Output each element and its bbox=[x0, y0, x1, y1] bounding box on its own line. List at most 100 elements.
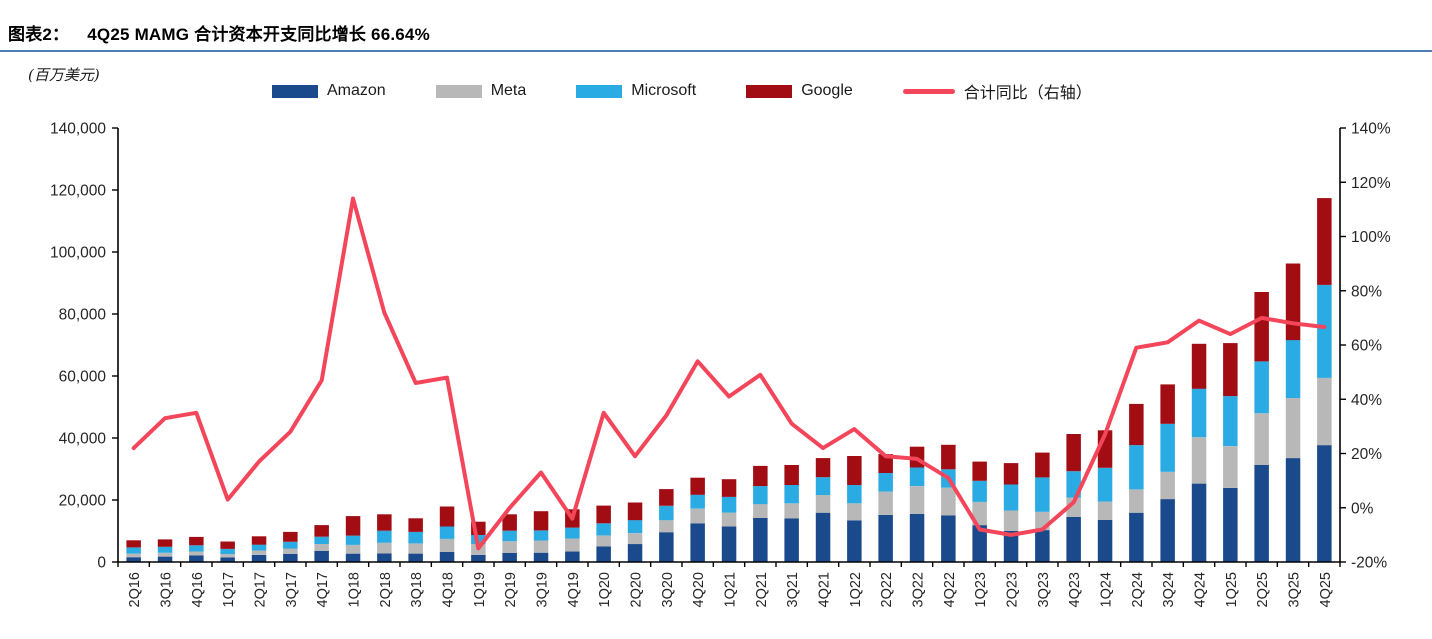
bar-segment-meta-1Q23 bbox=[972, 501, 987, 526]
right-axis-tick-label: 40% bbox=[1351, 392, 1382, 409]
bar-segment-amazon-3Q22 bbox=[909, 514, 925, 562]
x-axis-tick-label: 1Q19 bbox=[472, 572, 488, 607]
x-axis-tick-label: 4Q20 bbox=[691, 572, 707, 607]
bar-segment-microsoft-3Q16 bbox=[157, 546, 173, 553]
x-axis-tick-label: 1Q25 bbox=[1224, 572, 1240, 607]
bar-segment-google-1Q22 bbox=[847, 456, 862, 485]
bar-segment-meta-4Q24 bbox=[1191, 437, 1207, 484]
right-axis-tick-label: 120% bbox=[1351, 175, 1391, 192]
bar-segment-microsoft-2Q22 bbox=[878, 473, 893, 492]
bar-segment-google-3Q19 bbox=[533, 511, 549, 531]
legend-item-amazon: Amazon bbox=[272, 82, 386, 100]
bar-segment-meta-1Q22 bbox=[847, 503, 862, 521]
x-axis-tick-label: 3Q22 bbox=[911, 572, 927, 607]
bar-segment-microsoft-2Q24 bbox=[1129, 445, 1144, 490]
bar-segment-meta-3Q19 bbox=[533, 540, 549, 553]
left-axis-tick-label: 0 bbox=[97, 555, 106, 572]
bar-segment-microsoft-4Q21 bbox=[815, 477, 831, 495]
x-axis-tick-label: 1Q18 bbox=[347, 572, 363, 607]
right-axis-tick-label: -20% bbox=[1351, 555, 1387, 572]
bar-segment-amazon-2Q21 bbox=[753, 518, 768, 562]
bar-segment-google-4Q22 bbox=[941, 444, 956, 470]
bar-segment-meta-3Q22 bbox=[909, 486, 925, 514]
x-axis-tick-label: 1Q22 bbox=[848, 572, 864, 607]
bar-segment-meta-1Q21 bbox=[721, 512, 737, 527]
bar-segment-amazon-4Q23 bbox=[1066, 517, 1081, 562]
bar-segment-microsoft-2Q19 bbox=[502, 530, 517, 542]
bar-segment-amazon-1Q18 bbox=[345, 553, 361, 562]
x-axis-tick-label: 4Q21 bbox=[817, 572, 833, 607]
bar-segment-amazon-3Q16 bbox=[157, 556, 173, 562]
bar-segment-google-2Q21 bbox=[753, 465, 768, 487]
bar-segment-google-2Q22 bbox=[878, 454, 893, 473]
x-axis-tick-label: 2Q20 bbox=[629, 572, 645, 607]
x-axis-tick-label: 4Q17 bbox=[315, 572, 331, 607]
bar-segment-meta-3Q16 bbox=[157, 552, 173, 557]
x-axis-tick-label: 3Q17 bbox=[284, 572, 300, 607]
bar-segment-meta-3Q24 bbox=[1160, 471, 1175, 500]
bar-segment-microsoft-2Q18 bbox=[377, 530, 392, 543]
x-axis-tick-label: 3Q18 bbox=[409, 572, 425, 607]
bar-segment-amazon-2Q17 bbox=[251, 554, 267, 562]
bar-segment-meta-4Q22 bbox=[941, 487, 956, 516]
y-axis-unit-label: (百万美元) bbox=[28, 66, 100, 84]
meta-swatch-icon bbox=[435, 84, 482, 98]
bar-segment-amazon-1Q24 bbox=[1097, 519, 1113, 562]
bar-segment-meta-4Q21 bbox=[815, 495, 831, 513]
bar-segment-microsoft-4Q17 bbox=[314, 536, 329, 544]
bar-segment-microsoft-2Q25 bbox=[1254, 361, 1269, 414]
left-axis-tick-label: 60,000 bbox=[59, 369, 107, 386]
bar-segment-meta-2Q24 bbox=[1129, 489, 1144, 513]
bar-segment-meta-2Q17 bbox=[251, 550, 267, 555]
bar-segment-microsoft-1Q22 bbox=[847, 485, 862, 504]
x-axis-tick-label: 3Q16 bbox=[159, 572, 175, 607]
google-swatch-icon bbox=[746, 84, 793, 98]
bar-segment-amazon-2Q24 bbox=[1129, 512, 1144, 562]
bar-segment-amazon-4Q22 bbox=[941, 515, 956, 562]
x-axis-tick-label: 2Q17 bbox=[253, 572, 269, 607]
x-axis-tick-label: 2Q21 bbox=[754, 572, 770, 607]
bar-segment-microsoft-4Q18 bbox=[439, 526, 455, 539]
bar-segment-microsoft-3Q24 bbox=[1160, 423, 1175, 472]
bar-segment-google-3Q23 bbox=[1035, 452, 1050, 478]
bar-segment-amazon-3Q24 bbox=[1160, 499, 1175, 562]
x-axis-tick-label: 1Q21 bbox=[723, 572, 739, 607]
bar-segment-meta-1Q25 bbox=[1223, 446, 1238, 488]
bar-segment-microsoft-2Q16 bbox=[126, 547, 141, 554]
bar-segment-meta-2Q22 bbox=[878, 491, 893, 515]
bar-segment-meta-1Q24 bbox=[1097, 501, 1113, 520]
right-axis-tick-label: 20% bbox=[1351, 446, 1382, 463]
bar-segment-google-3Q16 bbox=[157, 539, 173, 547]
bar-segment-meta-4Q23 bbox=[1066, 497, 1081, 517]
x-axis-tick-label: 2Q16 bbox=[127, 572, 143, 607]
bar-segment-amazon-1Q21 bbox=[721, 526, 737, 562]
bar-segment-amazon-1Q19 bbox=[471, 554, 486, 562]
x-axis-tick-label: 4Q16 bbox=[190, 572, 206, 607]
legend-label: Google bbox=[801, 82, 853, 99]
x-axis-tick-label: 2Q24 bbox=[1130, 572, 1146, 607]
bar-segment-google-1Q20 bbox=[596, 505, 611, 524]
bar-segment-amazon-3Q18 bbox=[408, 553, 423, 562]
bar-segment-microsoft-2Q23 bbox=[1003, 484, 1019, 511]
left-axis-tick-label: 120,000 bbox=[50, 183, 106, 200]
microsoft-swatch-icon bbox=[576, 84, 623, 98]
bar-segment-google-3Q17 bbox=[283, 531, 298, 542]
x-axis-tick-label: 3Q24 bbox=[1161, 572, 1177, 607]
chart-legend: Amazon Meta Microsoft Google 合计同比（右轴） bbox=[272, 79, 1092, 103]
bar-segment-microsoft-1Q25 bbox=[1223, 396, 1238, 446]
bar-segment-amazon-3Q23 bbox=[1035, 530, 1050, 562]
bar-segment-meta-4Q18 bbox=[439, 538, 455, 552]
x-axis-tick-label: 4Q23 bbox=[1067, 572, 1083, 607]
left-axis-tick-label: 20,000 bbox=[59, 493, 107, 510]
x-axis-tick-label: 4Q22 bbox=[942, 572, 958, 607]
bar-segment-google-2Q23 bbox=[1003, 463, 1019, 485]
bar-segment-amazon-2Q22 bbox=[878, 514, 893, 562]
bar-segment-google-3Q25 bbox=[1285, 263, 1301, 341]
right-axis-tick-label: 100% bbox=[1351, 229, 1391, 246]
legend-label: Microsoft bbox=[631, 82, 697, 99]
bar-segment-microsoft-1Q21 bbox=[721, 496, 737, 513]
legend-item-yoy: 合计同比（右轴） bbox=[902, 79, 1092, 103]
bar-segment-meta-3Q25 bbox=[1285, 398, 1301, 459]
bar-segment-google-1Q25 bbox=[1223, 343, 1238, 397]
